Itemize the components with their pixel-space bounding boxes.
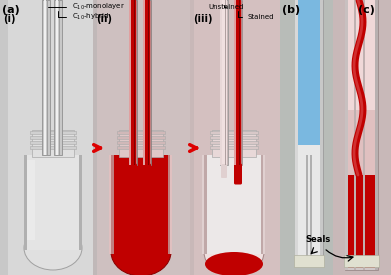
Text: C$_{10}$-hybrid: C$_{10}$-hybrid	[58, 11, 109, 22]
Bar	[333, 0, 391, 275]
Bar	[109, 155, 111, 254]
Bar	[130, 0, 136, 165]
Bar	[347, 0, 376, 110]
Bar	[32, 130, 74, 157]
Bar	[280, 0, 333, 275]
Bar	[111, 155, 114, 254]
Bar	[345, 0, 378, 270]
Bar	[27, 160, 35, 240]
Bar	[30, 146, 76, 149]
Bar	[344, 255, 379, 267]
Bar	[194, 0, 280, 275]
Bar	[170, 155, 172, 254]
Ellipse shape	[111, 228, 171, 275]
Bar	[30, 141, 76, 144]
Bar	[30, 131, 76, 134]
Bar	[111, 155, 171, 254]
Bar	[220, 0, 228, 165]
Bar	[263, 155, 265, 254]
Text: (a): (a)	[2, 5, 20, 15]
Bar	[210, 146, 258, 149]
Bar	[117, 141, 165, 144]
Bar	[239, 0, 240, 165]
Bar	[294, 255, 324, 267]
Bar	[220, 0, 221, 165]
Bar	[56, 0, 58, 155]
Bar	[30, 136, 76, 139]
Bar	[79, 155, 82, 250]
Bar	[202, 155, 204, 254]
Bar	[93, 0, 190, 275]
Bar	[347, 175, 376, 268]
FancyBboxPatch shape	[129, 164, 137, 185]
Bar	[295, 0, 323, 265]
Bar	[134, 0, 135, 165]
Bar	[117, 131, 165, 134]
Ellipse shape	[205, 252, 263, 275]
Bar	[234, 0, 235, 165]
Bar	[210, 136, 258, 139]
Bar	[210, 131, 258, 134]
Text: (b): (b)	[282, 5, 300, 15]
Bar	[24, 155, 27, 250]
Ellipse shape	[204, 228, 264, 275]
Bar	[297, 0, 321, 145]
Bar	[204, 155, 264, 254]
Bar	[148, 0, 149, 165]
Bar	[306, 155, 308, 265]
Bar	[143, 0, 145, 165]
Bar	[119, 130, 163, 157]
Text: (c): (c)	[358, 5, 375, 15]
Bar	[235, 0, 241, 165]
Bar	[204, 155, 207, 254]
Text: Unstained: Unstained	[208, 4, 243, 10]
Bar	[143, 0, 151, 165]
Bar	[144, 0, 150, 165]
Bar	[129, 0, 131, 165]
Text: (i): (i)	[3, 14, 16, 24]
Bar	[347, 110, 376, 175]
Bar	[221, 0, 227, 165]
Bar	[375, 0, 378, 270]
Bar	[54, 0, 62, 155]
Bar	[117, 136, 165, 139]
Ellipse shape	[24, 226, 82, 270]
Bar	[363, 0, 365, 270]
Bar	[261, 155, 264, 254]
Bar	[212, 130, 256, 157]
Bar	[8, 0, 93, 275]
Bar	[129, 0, 137, 165]
Bar	[168, 155, 171, 254]
FancyBboxPatch shape	[234, 164, 242, 185]
Bar	[0, 0, 93, 275]
Bar	[59, 0, 60, 155]
Text: (ii): (ii)	[96, 14, 112, 24]
Bar	[234, 0, 242, 165]
Text: C$_{10}$-monolayer: C$_{10}$-monolayer	[48, 2, 125, 12]
Bar	[210, 141, 258, 144]
Bar	[310, 155, 312, 265]
Bar	[47, 0, 48, 155]
Bar	[320, 0, 323, 265]
Bar	[44, 0, 46, 155]
Bar	[97, 0, 190, 275]
FancyBboxPatch shape	[221, 164, 227, 178]
Bar	[42, 0, 50, 155]
Bar	[345, 0, 348, 270]
Text: Stained: Stained	[238, 11, 274, 20]
FancyBboxPatch shape	[143, 164, 151, 185]
Bar	[354, 0, 356, 270]
Bar	[24, 155, 82, 250]
Text: Seals: Seals	[305, 235, 331, 244]
Text: (iii): (iii)	[193, 14, 212, 24]
Bar	[190, 0, 280, 275]
Bar	[297, 145, 321, 263]
Bar	[295, 0, 298, 265]
Bar	[225, 0, 226, 165]
Bar	[117, 146, 165, 149]
